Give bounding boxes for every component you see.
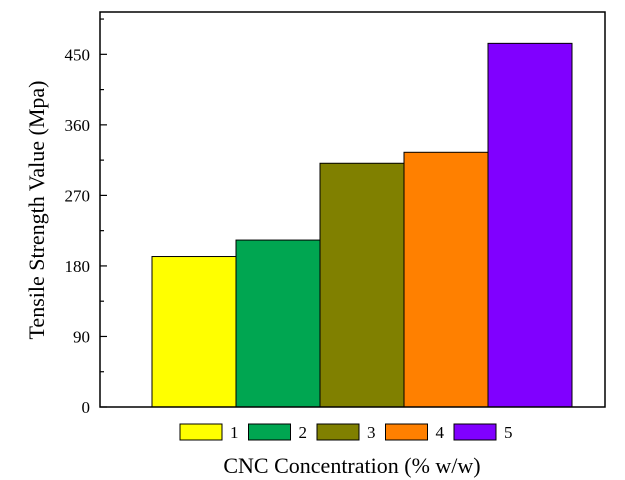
legend-label-1: 1 bbox=[230, 423, 239, 442]
bars-group bbox=[151, 42, 573, 408]
y-tick-label: 450 bbox=[65, 45, 91, 64]
y-tick-label: 0 bbox=[82, 398, 91, 417]
legend-swatch-2 bbox=[248, 423, 291, 441]
y-tick-label: 360 bbox=[65, 116, 91, 135]
legend-swatch-4 bbox=[385, 423, 428, 441]
legend-label-5: 5 bbox=[504, 423, 513, 442]
y-tick-label: 90 bbox=[73, 327, 90, 346]
legend-label-3: 3 bbox=[367, 423, 376, 442]
y-tick-label: 270 bbox=[65, 186, 91, 205]
bar-1 bbox=[151, 256, 237, 408]
legend-label-2: 2 bbox=[299, 423, 308, 442]
bar-2 bbox=[235, 239, 321, 408]
legend: 1 2 3 4 5 bbox=[179, 423, 513, 442]
legend-swatch-3 bbox=[316, 423, 360, 441]
bar-5 bbox=[487, 42, 573, 408]
plot-frame bbox=[99, 11, 606, 408]
legend-swatch-1 bbox=[179, 423, 223, 441]
bar-3 bbox=[319, 162, 405, 408]
legend-swatch-5 bbox=[453, 423, 497, 441]
x-axis-title: CNC Concentration (% w/w) bbox=[223, 453, 480, 478]
y-axis-title: Tensile Strength Value (Mpa) bbox=[24, 81, 49, 340]
bar-4 bbox=[403, 151, 489, 408]
legend-label-4: 4 bbox=[436, 423, 445, 442]
y-tick-label: 180 bbox=[65, 257, 91, 276]
